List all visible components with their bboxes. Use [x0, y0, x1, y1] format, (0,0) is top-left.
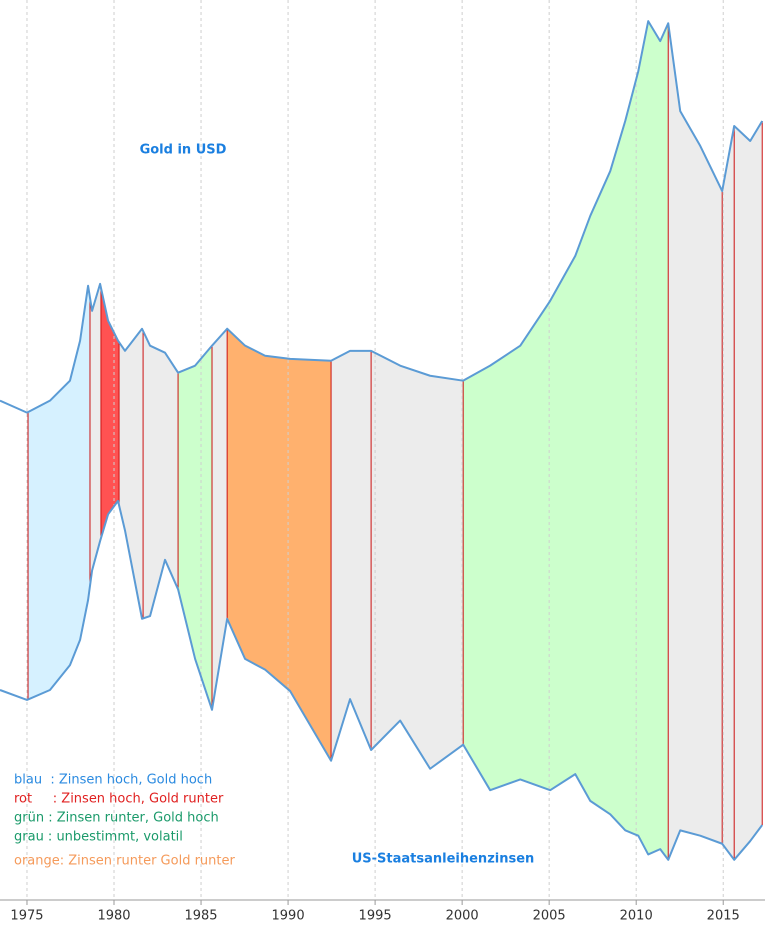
region: [463, 21, 669, 860]
x-tick-label: 1990: [272, 909, 305, 924]
legend-entry: grün : Zinsen runter, Gold hoch: [14, 811, 219, 826]
x-tick-label: 2000: [446, 909, 479, 924]
region: [212, 328, 228, 710]
lines: [0, 20, 764, 861]
region: [28, 285, 90, 700]
x-tick-label: 1975: [10, 909, 43, 924]
region: [89, 283, 101, 586]
region: [734, 121, 763, 860]
x-tick-label: 2015: [707, 909, 740, 924]
x-tick-label: 1985: [184, 909, 217, 924]
x-tick-label: 2010: [620, 909, 653, 924]
legend-entry: rot : Zinsen hoch, Gold runter: [14, 792, 224, 807]
series-label: Gold in USD: [140, 143, 227, 158]
labels: 1975 1980 1985 1990 1995 2000 2005 2010 2015 Gold…: [10, 143, 739, 924]
region: [227, 328, 332, 761]
region: [668, 23, 723, 860]
region: [143, 330, 179, 619]
x-tick-label: 1995: [359, 909, 392, 924]
series-label: US-Staatsanleihenzinsen: [352, 852, 535, 867]
region: [371, 350, 464, 769]
series-line: [0, 20, 764, 414]
legend-entry: blau : Zinsen hoch, Gold hoch: [14, 773, 212, 788]
region: [100, 287, 120, 539]
x-tick-label: 1980: [97, 909, 130, 924]
region: [722, 125, 735, 860]
region: [331, 350, 372, 761]
region: [178, 345, 213, 710]
region: [119, 328, 144, 619]
legend-entry: grau : unbestimmt, volatil: [14, 830, 183, 845]
series-line: [0, 499, 764, 861]
legend-entry: orange: Zinsen runter Gold runter: [14, 854, 236, 869]
grid: [0, 0, 765, 905]
x-tick-label: 2005: [533, 909, 566, 924]
regions: [27, 21, 763, 860]
